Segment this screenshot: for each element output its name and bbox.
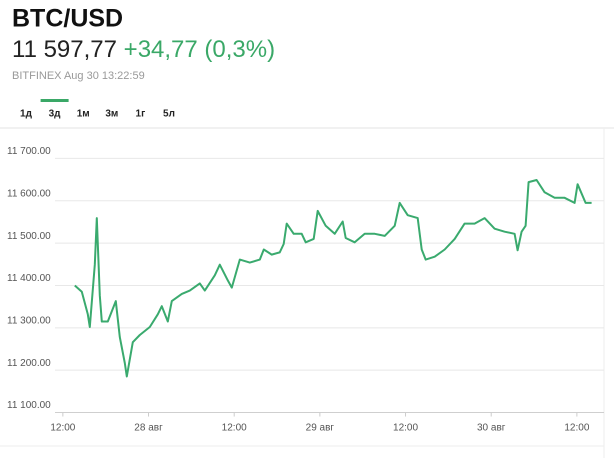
tab[interactable]: 3м <box>105 109 118 120</box>
x-tick-label: 12:00 <box>393 423 418 434</box>
y-tick-label: 11 600.00 <box>7 188 51 199</box>
tab[interactable]: 3д <box>49 109 62 120</box>
tab-indicator <box>40 99 69 102</box>
price: 11 597,77 <box>12 36 117 63</box>
x-tick-label: 30 авг <box>477 423 506 434</box>
quote: 11 597,77 +34,77 (0,3%) <box>12 36 275 63</box>
y-tick-label: 11 100.00 <box>7 400 51 411</box>
x-tick-label: 28 авг <box>134 423 163 434</box>
change: +34,77 (0,3%) <box>124 36 275 63</box>
x-tick-label: 12:00 <box>50 423 75 434</box>
y-tick-label: 11 200.00 <box>7 358 51 369</box>
y-tick-label: 11 300.00 <box>7 315 51 326</box>
x-tick-label: 12:00 <box>564 423 589 434</box>
y-tick-label: 11 500.00 <box>7 231 51 242</box>
tab[interactable]: 1г <box>136 109 146 120</box>
tab[interactable]: 1д <box>20 109 33 120</box>
x-tick-label: 12:00 <box>222 423 247 434</box>
chart: 11 100.00 11 200.00 11 300.00 11 400.00 11 5… <box>7 146 604 434</box>
source: BITFINEX Aug 30 13:22:59 <box>12 70 145 82</box>
tabs: 1д 3д 1м 3м 1г 5л <box>20 99 175 120</box>
tab[interactable]: 5л <box>163 109 175 120</box>
tab[interactable]: 1м <box>77 109 90 120</box>
x-tick-label: 29 авг <box>306 423 335 434</box>
y-tick-label: 11 700.00 <box>7 146 51 157</box>
y-tick-label: 11 400.00 <box>7 273 51 284</box>
price-line <box>74 179 592 378</box>
title: BTC/USD <box>12 5 123 33</box>
